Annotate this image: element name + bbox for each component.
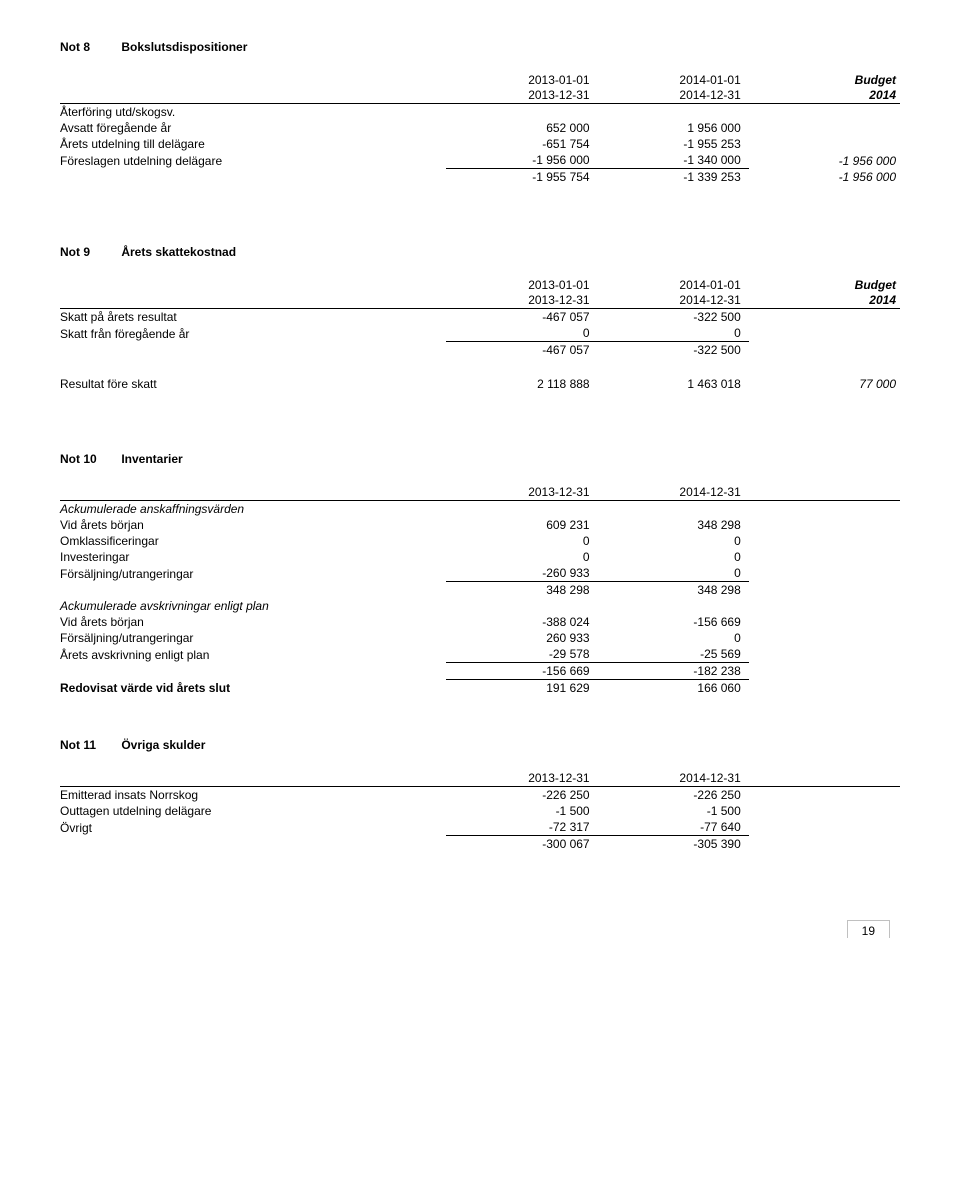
table-row: -156 669 -182 238 bbox=[60, 663, 900, 680]
not11-table: 2013-12-31 2014-12-31 Emitterad insats N… bbox=[60, 770, 900, 852]
not8-h-c3a: Budget bbox=[749, 72, 900, 87]
table-row: Ackumulerade avskrivningar enligt plan bbox=[60, 598, 900, 614]
table-row: Vid årets början -388 024 -156 669 bbox=[60, 614, 900, 630]
table-row: Resultat före skatt 2 118 888 1 463 018 … bbox=[60, 376, 900, 392]
table-row: Ackumulerade anskaffningsvärden bbox=[60, 501, 900, 518]
table-row: Föreslagen utdelning delägare -1 956 000… bbox=[60, 152, 900, 169]
not8-h-c3b: 2014 bbox=[749, 87, 900, 104]
table-row: Outtagen utdelning delägare -1 500 -1 50… bbox=[60, 803, 900, 819]
not10-title: Not 10 Inventarier bbox=[60, 452, 900, 466]
table-row: Årets avskrivning enligt plan -29 578 -2… bbox=[60, 646, 900, 663]
table-row: Återföring utd/skogsv. bbox=[60, 104, 900, 121]
not9-text: Årets skattekostnad bbox=[121, 245, 236, 259]
table-row: Investeringar 0 0 bbox=[60, 549, 900, 565]
table-row: Avsatt föregående år 652 000 1 956 000 bbox=[60, 120, 900, 136]
table-row: 348 298 348 298 bbox=[60, 582, 900, 599]
not8-h-c1a: 2013-01-01 bbox=[446, 72, 597, 87]
table-row: -1 955 754 -1 339 253 -1 956 000 bbox=[60, 169, 900, 186]
not8-h-c1b: 2013-12-31 bbox=[446, 87, 597, 104]
not9-num: Not 9 bbox=[60, 245, 118, 259]
not11-num: Not 11 bbox=[60, 738, 118, 752]
table-row: Årets utdelning till delägare -651 754 -… bbox=[60, 136, 900, 152]
table-row: Övrigt -72 317 -77 640 bbox=[60, 819, 900, 836]
table-row: Emitterad insats Norrskog -226 250 -226 … bbox=[60, 787, 900, 804]
not10-text: Inventarier bbox=[121, 452, 182, 466]
not11-text: Övriga skulder bbox=[121, 738, 205, 752]
not8-title: Not 8 Bokslutsdispositioner bbox=[60, 40, 900, 54]
page-number: 19 bbox=[847, 920, 890, 938]
not8-h-c2a: 2014-01-01 bbox=[598, 72, 749, 87]
not9-title: Not 9 Årets skattekostnad bbox=[60, 245, 900, 259]
table-row: Redovisat värde vid årets slut 191 629 1… bbox=[60, 680, 900, 697]
table-row: Försäljning/utrangeringar -260 933 0 bbox=[60, 565, 900, 582]
table-row: Omklassificeringar 0 0 bbox=[60, 533, 900, 549]
not9-table: 2013-01-01 2014-01-01 Budget 2013-12-31 … bbox=[60, 277, 900, 392]
not10-table: 2013-12-31 2014-12-31 Ackumulerade anska… bbox=[60, 484, 900, 696]
table-row: Vid årets början 609 231 348 298 bbox=[60, 517, 900, 533]
table-row: Skatt på årets resultat -467 057 -322 50… bbox=[60, 309, 900, 326]
page-footer: 19 bbox=[60, 912, 900, 938]
table-row: -467 057 -322 500 bbox=[60, 342, 900, 359]
not10-num: Not 10 bbox=[60, 452, 118, 466]
not11-title: Not 11 Övriga skulder bbox=[60, 738, 900, 752]
not8-text: Bokslutsdispositioner bbox=[121, 40, 247, 54]
not8-num: Not 8 bbox=[60, 40, 118, 54]
table-row: -300 067 -305 390 bbox=[60, 836, 900, 853]
not8-h-c2b: 2014-12-31 bbox=[598, 87, 749, 104]
table-row: Försäljning/utrangeringar 260 933 0 bbox=[60, 630, 900, 646]
table-row: Skatt från föregående år 0 0 bbox=[60, 325, 900, 342]
not8-table: 2013-01-01 2014-01-01 Budget 2013-12-31 … bbox=[60, 72, 900, 185]
